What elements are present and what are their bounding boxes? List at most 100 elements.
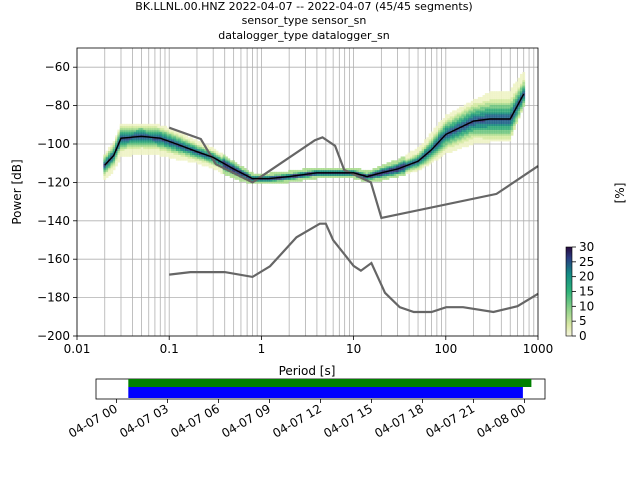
density-cell (470, 125, 474, 128)
title-line-3: datalogger_type datalogger_sn (218, 29, 389, 42)
density-cell (110, 168, 114, 171)
density-cell (236, 164, 240, 167)
density-cell (517, 116, 521, 119)
density-cell (487, 98, 491, 102)
density-cell (150, 143, 153, 146)
density-cell (491, 139, 495, 142)
density-cell (150, 148, 153, 152)
density-cell (494, 98, 498, 102)
density-cell (129, 139, 132, 142)
density-cell (482, 108, 486, 111)
density-cell (456, 118, 460, 121)
colorbar-tick-label: 0 (579, 329, 587, 343)
density-cell (491, 91, 495, 94)
density-cell (405, 154, 409, 157)
density-cell (517, 96, 521, 100)
density-cell (438, 150, 441, 153)
density-cell (456, 133, 460, 136)
density-cell (147, 146, 151, 150)
density-cell (299, 175, 303, 178)
density-cell (171, 143, 175, 146)
density-cell (140, 143, 144, 146)
density-cell (438, 127, 441, 130)
density-cell (255, 175, 259, 178)
y-tick-label: −100 (37, 137, 70, 151)
density-cell (211, 160, 214, 163)
density-cell (161, 154, 165, 157)
density-cell (519, 95, 523, 98)
density-cell (466, 114, 469, 117)
density-cell (122, 148, 125, 152)
density-cell (424, 144, 427, 148)
density-cell (363, 175, 366, 178)
density-cell (159, 141, 163, 144)
density-cell (147, 144, 151, 148)
density-cell (475, 114, 479, 117)
density-cell (424, 160, 427, 163)
density-cell (447, 116, 451, 119)
density-cell (225, 158, 228, 161)
density-cell (491, 102, 495, 105)
density-cell (136, 148, 139, 152)
density-cell (435, 127, 439, 130)
density-cell (356, 169, 359, 173)
density-cell (409, 169, 413, 173)
density-cell (435, 139, 439, 142)
density-cell (447, 141, 451, 144)
density-cell (143, 123, 146, 127)
density-cell (400, 162, 404, 165)
density-cell (213, 150, 217, 153)
density-cell (276, 177, 280, 180)
density-cell (510, 100, 514, 104)
density-cell (398, 166, 402, 169)
density-cell (498, 120, 502, 123)
density-cell (456, 131, 460, 134)
density-cell (215, 156, 219, 159)
density-cell (402, 173, 406, 176)
density-cell (515, 102, 519, 105)
density-cell (487, 129, 491, 132)
density-cell (482, 141, 486, 144)
density-cell (449, 125, 453, 128)
density-cell (466, 121, 469, 125)
density-cell (482, 121, 486, 125)
density-cell (470, 143, 474, 146)
density-cell (126, 129, 130, 132)
density-cell (117, 156, 121, 159)
density-cell (365, 173, 369, 176)
density-cell (386, 175, 390, 178)
density-cell (503, 96, 507, 100)
density-cell (208, 166, 212, 169)
density-cell (232, 166, 235, 169)
density-cell (229, 160, 233, 163)
density-cell (480, 123, 483, 127)
density-cell (232, 160, 235, 163)
density-cell (494, 114, 498, 117)
density-cell (187, 148, 191, 152)
density-cell (491, 104, 495, 107)
density-cell (145, 131, 149, 134)
density-cell (370, 179, 373, 182)
density-cell (519, 91, 523, 94)
density-cell (227, 168, 231, 171)
density-cell (255, 173, 259, 176)
density-cell (442, 129, 446, 132)
density-cell (447, 137, 451, 140)
density-cell (473, 139, 476, 142)
density-cell (264, 181, 268, 184)
density-cell (473, 112, 476, 115)
density-cell (522, 95, 526, 98)
colorbar-tick-label: 15 (579, 285, 594, 299)
density-cell (431, 148, 434, 152)
grid (76, 48, 538, 337)
density-cell (489, 133, 493, 136)
density-cell (122, 150, 125, 153)
density-cell (168, 146, 172, 150)
density-cell (407, 166, 411, 169)
density-cell (316, 175, 320, 178)
density-cell (133, 131, 137, 134)
density-cell (147, 139, 151, 142)
density-cell (391, 162, 395, 165)
density-cell (466, 120, 469, 123)
density-cell (381, 175, 385, 178)
